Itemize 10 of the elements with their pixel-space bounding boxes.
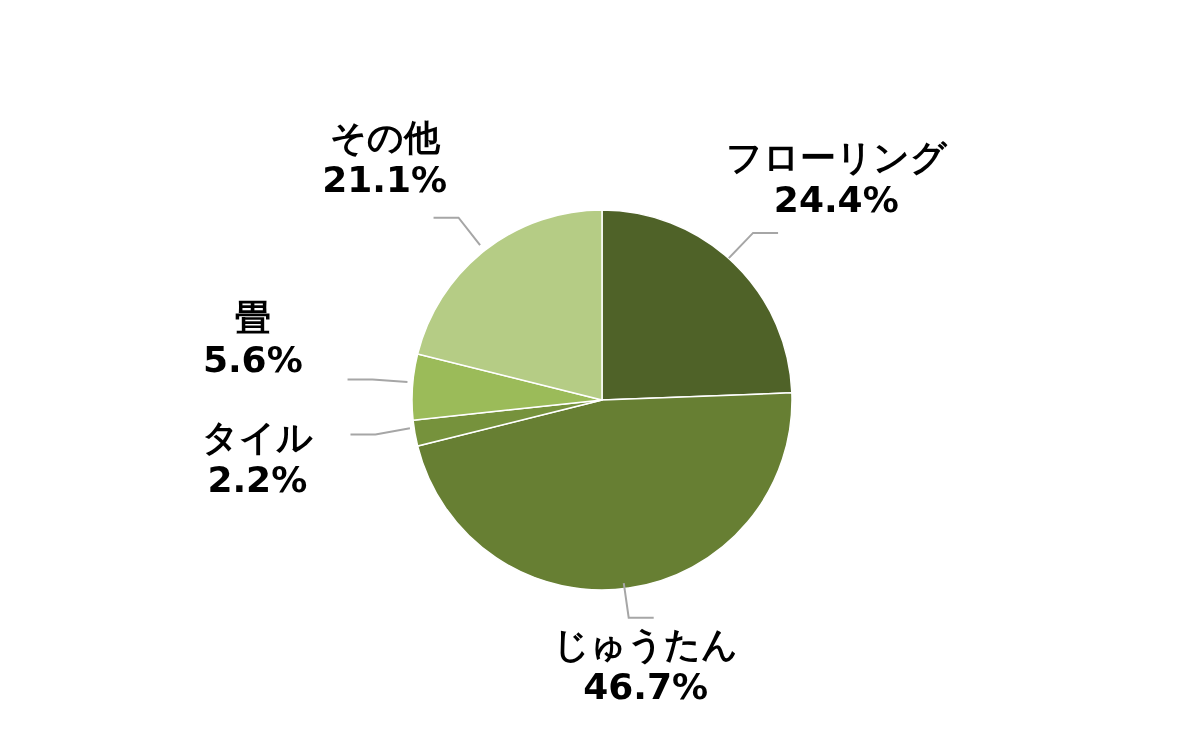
- data-label: 46.7%: [583, 666, 709, 708]
- slice-label: フローリング: [725, 136, 948, 178]
- data-label: 21.1%: [322, 159, 448, 201]
- data-label: 24.4%: [773, 178, 899, 220]
- slice-label: その他: [329, 117, 441, 159]
- slice-label: 畳: [234, 297, 271, 339]
- slice-label: じゅうたん: [553, 624, 739, 666]
- data-label: 2.2%: [207, 459, 308, 501]
- data-label: 5.6%: [202, 339, 303, 381]
- slice-label: タイル: [201, 417, 313, 459]
